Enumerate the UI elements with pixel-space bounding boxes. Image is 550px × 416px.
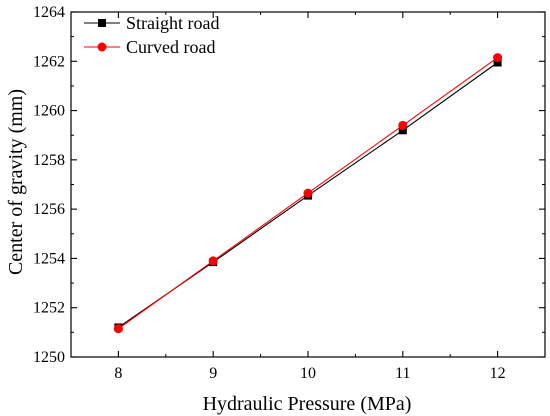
data-point xyxy=(208,256,218,266)
y-tick-label: 1254 xyxy=(33,250,65,267)
legend-label: Straight road xyxy=(126,13,219,33)
y-tick-label: 1256 xyxy=(33,201,65,218)
x-tick-label: 8 xyxy=(114,365,122,382)
axis-ticks xyxy=(71,11,545,358)
y-tick-label: 1260 xyxy=(33,103,65,120)
y-tick-label: 1250 xyxy=(33,349,65,366)
data-point xyxy=(398,120,408,130)
x-axis-title: Hydraulic Pressure (MPa) xyxy=(203,393,412,415)
x-tick-label: 11 xyxy=(395,365,410,382)
legend-item: Straight road xyxy=(84,13,219,33)
y-axis-title: Center of gravity (mm) xyxy=(5,89,27,275)
tick-labels: 8 9 10 11 12 1250 1252 1254 1256 1258 1260 1262 1264 xyxy=(33,4,506,382)
y-tick-label: 1262 xyxy=(33,53,65,70)
data-point xyxy=(113,324,123,334)
x-tick-label: 9 xyxy=(209,365,217,382)
plot-border xyxy=(70,11,546,358)
series-layer xyxy=(113,53,503,334)
data-point xyxy=(493,58,502,67)
data-point xyxy=(398,126,407,135)
x-tick-label: 12 xyxy=(490,365,506,382)
data-point xyxy=(303,188,313,198)
legend: Straight road Curved road xyxy=(84,13,219,57)
y-tick-label: 1252 xyxy=(33,300,65,317)
legend-item: Curved road xyxy=(84,37,215,57)
y-tick-label: 1264 xyxy=(33,4,65,21)
legend-marker xyxy=(98,19,106,27)
series-2 xyxy=(113,53,503,334)
y-tick-label: 1258 xyxy=(33,152,65,169)
legend-marker xyxy=(97,42,107,52)
legend-label: Curved road xyxy=(126,37,215,57)
plot-frame xyxy=(70,11,546,358)
x-tick-label: 10 xyxy=(300,365,316,382)
data-point xyxy=(493,53,503,63)
